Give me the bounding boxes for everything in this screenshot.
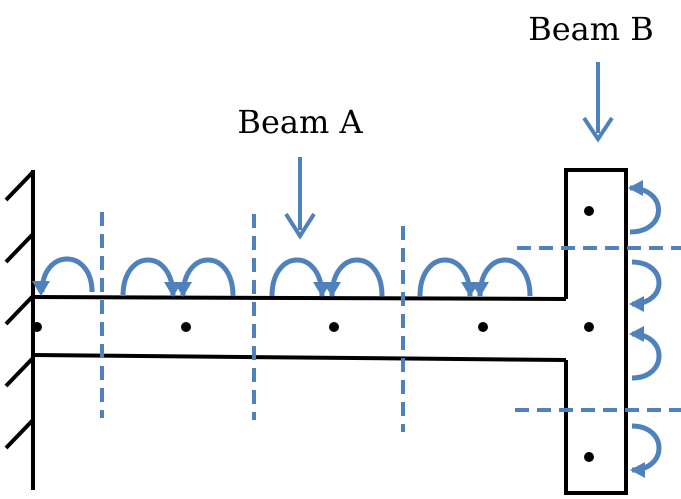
moment-arrowheads-beam-a [32, 281, 489, 297]
curved-arrow-icon [631, 331, 662, 381]
section-cuts-beam-a [100, 212, 405, 432]
nodes [32, 206, 594, 462]
node-dot [478, 322, 488, 332]
beam-a-load-arrow [284, 157, 316, 240]
node-dot [181, 322, 191, 332]
beam-a [32, 295, 567, 362]
node-dot [32, 322, 42, 332]
beam-b [564, 168, 628, 495]
beam-b-load-arrow [582, 62, 614, 143]
moment-arrowheads-beam-b [628, 180, 645, 478]
section-cuts-beam-b [515, 246, 681, 412]
curved-arrow-icon [180, 257, 236, 297]
curved-arrow-icon [329, 257, 385, 297]
node-dot [329, 322, 339, 332]
moment-arrows-beam-a [39, 256, 533, 297]
curved-arrow-icon [417, 257, 473, 297]
curved-arrow-icon [120, 257, 176, 297]
node-dot [584, 206, 594, 216]
beam-b-label: Beam B [528, 10, 654, 48]
curved-arrow-icon [269, 257, 325, 297]
curved-arrow-icon [39, 256, 95, 293]
curved-arrow-icon [631, 259, 662, 307]
curved-arrow-icon [631, 423, 662, 473]
curved-arrow-icon [477, 257, 533, 297]
moment-arrows-beam-b [629, 185, 662, 473]
node-dot [584, 322, 594, 332]
node-dot [584, 452, 594, 462]
fixed-support-wall [4, 170, 35, 490]
beam-a-label: Beam A [237, 103, 363, 141]
curved-arrow-icon [629, 185, 661, 235]
